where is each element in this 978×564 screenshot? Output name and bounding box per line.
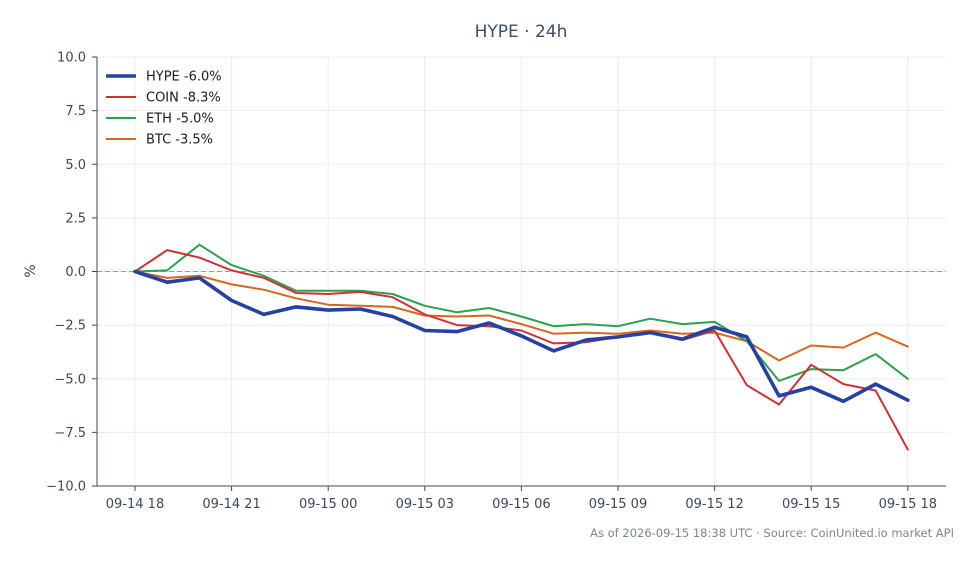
legend-label: HYPE -6.0% xyxy=(146,70,222,85)
y-tick-label: −5.0 xyxy=(54,372,86,387)
series-lines xyxy=(133,243,910,451)
chart-title: HYPE · 24h xyxy=(475,22,568,42)
x-tick-label: 09-14 18 xyxy=(106,497,164,512)
x-tick-label: 09-15 18 xyxy=(879,497,937,512)
y-tick-label: 5.0 xyxy=(65,158,86,173)
source-footnote: As of 2026-09-15 18:38 UTC · Source: Coi… xyxy=(590,526,954,540)
y-tick-label: 2.5 xyxy=(65,211,86,226)
y-tick-label: 0.0 xyxy=(65,265,86,280)
legend-label: COIN -8.3% xyxy=(146,91,221,106)
legend: HYPE -6.0% COIN -8.3% ETH -5.0% BTC -3.5% xyxy=(106,70,222,148)
series-line-hype xyxy=(133,269,910,404)
grid xyxy=(97,56,946,487)
x-tick-label: 09-15 15 xyxy=(782,497,840,512)
y-tick-label: −2.5 xyxy=(54,319,86,334)
x-tick-label: 09-15 12 xyxy=(685,497,743,512)
legend-label: ETH -5.0% xyxy=(146,112,214,127)
y-tick-label: 10.0 xyxy=(57,51,86,66)
series-line-btc xyxy=(134,270,909,362)
x-tick-label: 09-14 21 xyxy=(202,497,260,512)
x-tick-label: 09-15 09 xyxy=(589,497,647,512)
y-axis-label: % xyxy=(23,264,39,277)
x-tick-label: 09-15 06 xyxy=(492,497,550,512)
x-tick-label: 09-15 00 xyxy=(299,497,357,512)
y-tick-label: −10.0 xyxy=(46,480,86,495)
series-line-coin xyxy=(134,249,909,451)
axes: 10.0 7.5 5.0 2.5 0.0 −2.5 −5.0 −7.5 −10.0 09-14 1… xyxy=(46,51,946,512)
legend-label: BTC -3.5% xyxy=(146,133,213,148)
series-line-eth xyxy=(134,243,909,382)
y-tick-label: −7.5 xyxy=(54,426,86,441)
y-tick-label: 7.5 xyxy=(65,104,86,119)
x-tick-label: 09-15 03 xyxy=(396,497,454,512)
